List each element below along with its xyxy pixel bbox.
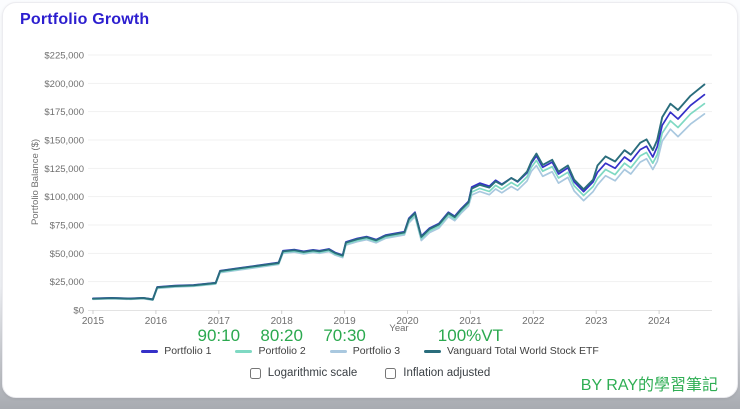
page-title: Portfolio Growth [20,11,150,28]
x-tick-label: 2022 [522,316,545,327]
chart-card [2,2,738,398]
series-line-portfolio-3 [92,113,706,301]
x-tick-label: 2017 [208,316,231,327]
legend-item-portfolio-3[interactable]: Portfolio 3 [329,345,401,357]
legend-label: Vanguard Total World Stock ETF [447,345,599,357]
y-tick-label: $100,000 [44,192,84,203]
legend-swatch [141,349,159,353]
annotation-90-10: 90:10 [198,326,241,345]
annotation-100-VT: 100%VT [438,326,503,345]
y-tick-label: $200,000 [44,79,84,90]
legend-label: Portfolio 2 [258,345,306,357]
legend-swatch [235,349,253,353]
x-axis-title: Year [389,323,408,334]
x-tick-label: 2021 [459,316,482,327]
watermark-by-ray: BY RAY的學習筆記 [580,377,718,394]
chart-legend: Portfolio 1 Portfolio 2 Portfolio 3 Vanguar… [0,345,740,357]
y-tick-label: $150,000 [44,136,84,147]
series-line-portfolio-2 [92,102,706,301]
x-tick-label: 2015 [82,316,105,327]
legend-label: Portfolio 1 [164,345,212,357]
inflation-adjusted-control[interactable]: Inflation adjusted [385,367,490,379]
legend-swatch [329,349,347,353]
chart-controls: Logarithmic scale Inflation adjusted [0,367,740,379]
x-tick-label: 2019 [333,316,356,327]
y-tick-label: $175,000 [44,107,84,118]
legend-item-portfolio-1[interactable]: Portfolio 1 [141,345,211,357]
legend-swatch [424,349,442,353]
annotation-70-30: 70:30 [323,326,366,345]
series-line-vanguard-total-world-stock-etf [92,83,706,301]
y-tick-label: $0 [73,306,84,317]
x-tick-label: 2024 [648,316,671,327]
legend-label: Portfolio 3 [352,345,401,357]
y-tick-label: $50,000 [50,249,84,260]
y-tick-label: $225,000 [44,51,84,62]
inflation-adjusted-label: Inflation adjusted [403,367,491,379]
x-tick-label: 2016 [145,316,168,327]
y-tick-label: $25,000 [50,277,84,288]
logarithmic-scale-checkbox[interactable] [249,367,261,379]
y-tick-label: $125,000 [44,164,84,175]
portfolio-growth-chart[interactable]: $0 $25,000 $50,000 $75,000 $100,000 $125,000 $… [0,40,740,365]
y-tick-label: $75,000 [50,221,84,232]
logarithmic-scale-control[interactable]: Logarithmic scale [249,367,358,379]
legend-item-vanguard-total-world-stock-etf[interactable]: Vanguard Total World Stock ETF [424,345,599,357]
logarithmic-scale-label: Logarithmic scale [267,367,358,379]
inflation-adjusted-checkbox[interactable] [385,367,397,379]
x-tick-label: 2023 [585,316,608,327]
y-axis-title: Portfolio Balance ($) [30,139,41,225]
x-tick-label: 2018 [271,316,294,327]
annotation-80-20: 80:20 [260,326,303,345]
legend-item-portfolio-2[interactable]: Portfolio 2 [235,345,306,357]
x-tick-label: 2020 [396,316,419,327]
